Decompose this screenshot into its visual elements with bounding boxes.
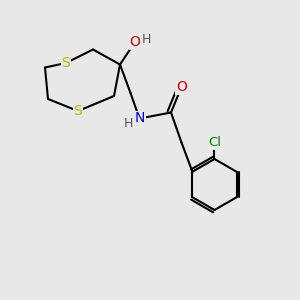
Text: S: S <box>61 56 70 70</box>
Text: S: S <box>74 104 82 118</box>
Text: O: O <box>130 35 140 49</box>
Text: H: H <box>123 116 133 130</box>
Text: H: H <box>142 33 151 46</box>
Text: Cl: Cl <box>208 136 221 149</box>
Text: N: N <box>134 112 145 125</box>
Text: O: O <box>176 80 187 94</box>
